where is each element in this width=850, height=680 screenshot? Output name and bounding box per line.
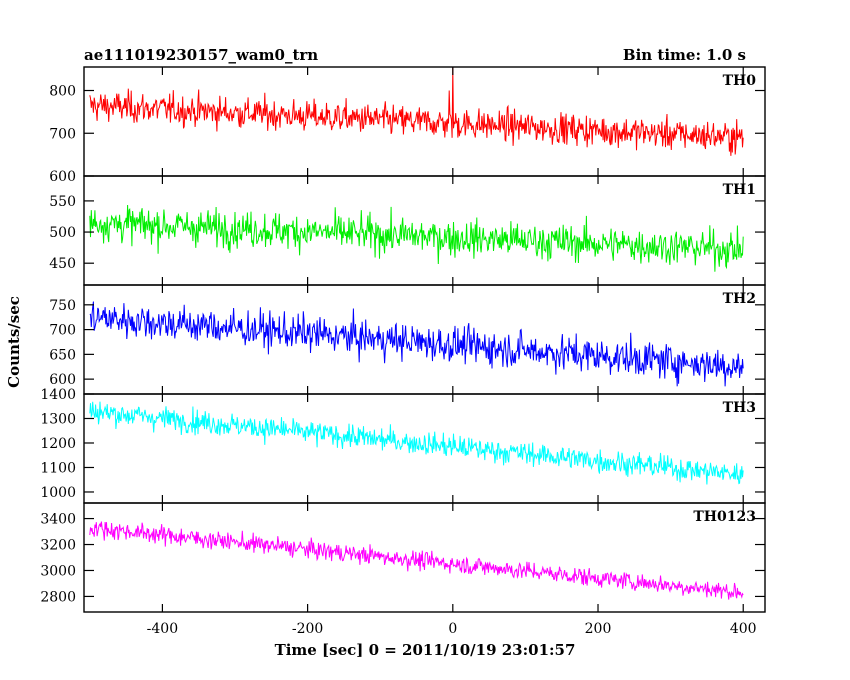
y-tick-label: 2800 — [40, 589, 76, 605]
y-tick-label: 1100 — [40, 460, 76, 476]
series-line-th3 — [89, 401, 744, 485]
series-line-th2 — [89, 301, 744, 387]
panel-th0123: TH0123 2800 3000 3200 3400 — [40, 502, 766, 613]
y-tick-label: 3200 — [40, 538, 76, 554]
panel-frame — [83, 393, 766, 504]
panel-th1: TH1 450 500 550 — [49, 175, 766, 286]
y-tick-label: 450 — [49, 256, 76, 272]
y-tick-label: 650 — [49, 347, 76, 363]
y-tick-label: 600 — [49, 169, 76, 185]
panel-label: TH2 — [723, 291, 756, 307]
y-tick-label: 500 — [49, 225, 76, 241]
x-tick-label: -200 — [292, 621, 323, 637]
y-tick-label: 750 — [49, 298, 76, 314]
y-tick-label: 700 — [49, 323, 76, 339]
y-tick-label: 1200 — [40, 436, 76, 452]
y-tick-label: 600 — [49, 372, 76, 388]
panel-label: TH0123 — [693, 509, 756, 525]
y-tick-label: 3000 — [40, 563, 76, 579]
x-axis-label: Time [sec] 0 = 2011/10/19 23:01:57 — [275, 641, 576, 659]
panel-th2: TH2 600 650 700 750 — [49, 284, 766, 395]
series-line-th0 — [89, 67, 744, 156]
y-tick-label: 1400 — [40, 387, 76, 403]
y-tick-label: 800 — [49, 84, 76, 100]
y-tick-label: 1000 — [40, 485, 76, 501]
x-tick-label: 0 — [448, 621, 457, 637]
y-tick-label: 550 — [49, 194, 76, 210]
panel-th3: TH3 1000 1100 1200 1300 1400 — [40, 387, 766, 504]
series-line-th1 — [89, 204, 744, 272]
panel-label: TH0 — [723, 73, 757, 89]
panel-label: TH1 — [723, 182, 756, 198]
x-axis: -400 -200 0 200 400 — [147, 621, 757, 637]
bin-time-label: Bin time: 1.0 s — [623, 46, 746, 64]
panel-frame — [83, 175, 766, 286]
x-tick-label: 200 — [585, 621, 612, 637]
panel-th0: TH0 600 700 800 — [49, 66, 766, 185]
y-tick-label: 3400 — [40, 512, 76, 528]
series-line-th0123 — [89, 521, 744, 600]
y-axis-label: Counts/sec — [5, 296, 23, 388]
panel-label: TH3 — [723, 400, 756, 416]
y-tick-label: 700 — [49, 126, 76, 142]
y-tick-label: 1300 — [40, 411, 76, 427]
x-tick-label: 400 — [730, 621, 757, 637]
panels: TH0600700800TH1450500550TH2600650700750T… — [40, 66, 766, 613]
chart-title: ae111019230157_wam0_trn — [84, 46, 318, 64]
panel-frame — [83, 502, 766, 613]
x-tick-label: -400 — [147, 621, 178, 637]
